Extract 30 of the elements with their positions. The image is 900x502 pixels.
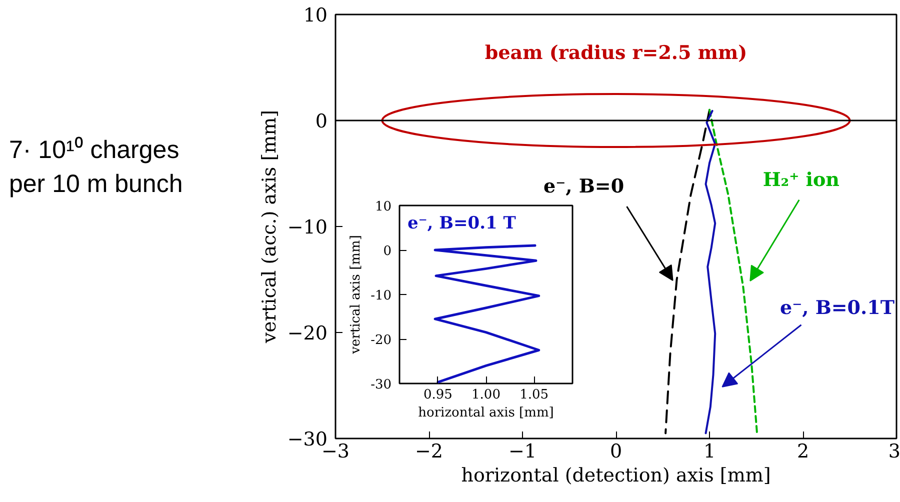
y-tick-label: 10 xyxy=(303,4,328,26)
x-tick-label: −2 xyxy=(414,440,444,462)
x-tick-label: −1 xyxy=(508,440,537,462)
y-tick-label: 10 xyxy=(374,200,392,214)
series-label: H₂⁺ ion xyxy=(762,168,840,191)
text: e⁻, B=0.1T xyxy=(780,296,895,319)
y-axis-title: vertical axis [mm] xyxy=(348,235,364,355)
y-tick-label: -20 xyxy=(370,333,392,348)
text: e⁻, B=0 xyxy=(544,176,624,198)
x-tick-label: 1.00 xyxy=(472,388,500,402)
x-axis-title: horizontal axis [mm] xyxy=(418,406,554,420)
text: 7· 10¹⁰ charges per 10 m bunch xyxy=(9,135,183,200)
y-tick-label: -10 xyxy=(370,288,392,304)
y-axis-title: vertical (acc.) axis [mm] xyxy=(258,110,280,344)
line-series xyxy=(434,244,540,384)
x-tick-label: 1 xyxy=(703,440,716,462)
x-tick-label: 3 xyxy=(888,440,900,462)
y-tick-label: -30 xyxy=(370,378,392,392)
line-series xyxy=(704,110,716,434)
series-label: e⁻, B=0.1 T xyxy=(408,214,516,234)
annotation: beam (radius r=2.5 mm) xyxy=(484,42,748,64)
y-tick-label: 0 xyxy=(315,110,328,132)
x-axis-title: horizontal (detection) axis [mm] xyxy=(461,464,771,486)
x-tick-label: 0 xyxy=(610,440,622,462)
y-tick-label: −10 xyxy=(287,216,328,238)
y-tick-label: −20 xyxy=(287,322,328,344)
x-tick-label: 2 xyxy=(796,440,810,462)
x-tick-label: 0.95 xyxy=(423,388,452,402)
y-tick-label: 0 xyxy=(383,244,392,259)
x-tick-label: 1.05 xyxy=(520,388,549,402)
